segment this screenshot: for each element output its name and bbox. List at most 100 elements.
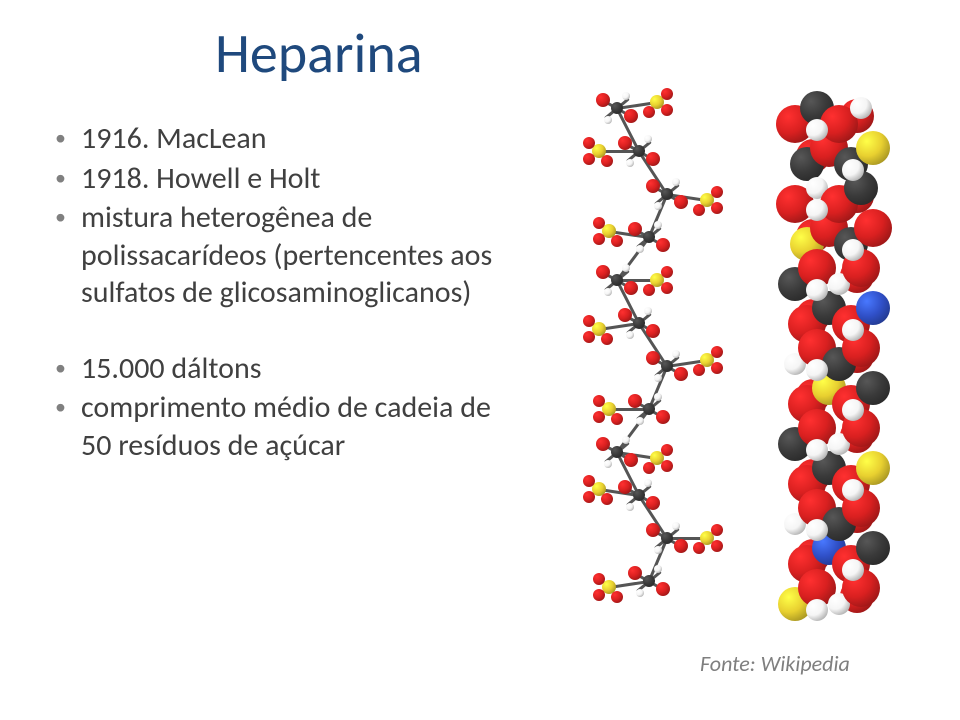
atom-sphere bbox=[583, 331, 595, 343]
atom-sphere bbox=[654, 202, 662, 210]
atom-sphere bbox=[693, 204, 705, 216]
atom-sphere bbox=[643, 575, 655, 587]
atom-sphere bbox=[674, 539, 688, 553]
atom-sphere bbox=[622, 436, 630, 444]
bullet-text: 1918. Howell e Holt bbox=[81, 160, 525, 198]
atom-sphere bbox=[646, 152, 660, 166]
atom-sphere bbox=[626, 159, 634, 167]
atom-sphere bbox=[661, 104, 673, 116]
atom-sphere bbox=[583, 475, 595, 487]
atom-sphere bbox=[596, 93, 610, 107]
atom-sphere bbox=[604, 288, 612, 296]
atom-sphere bbox=[593, 573, 605, 585]
atom-sphere bbox=[654, 221, 662, 229]
atom-sphere bbox=[636, 245, 644, 253]
atom-sphere bbox=[643, 106, 655, 118]
slide: Heparina •1916. MacLean•1918. Howell e H… bbox=[0, 0, 960, 720]
atom-sphere bbox=[711, 202, 723, 214]
atom-sphere bbox=[611, 274, 623, 286]
bullet-list: •1916. MacLean•1918. Howell e Holt•mistu… bbox=[55, 120, 525, 466]
bullet-text: 15.000 dáltons bbox=[81, 350, 525, 388]
atom-sphere bbox=[583, 491, 595, 503]
atom-sphere bbox=[654, 374, 662, 382]
atom-sphere bbox=[656, 410, 670, 424]
atom-sphere bbox=[643, 462, 655, 474]
atom-sphere bbox=[711, 186, 723, 198]
atom-sphere bbox=[711, 524, 723, 536]
atom-sphere bbox=[611, 591, 623, 603]
atom-sphere bbox=[633, 317, 645, 329]
atom-sphere bbox=[661, 360, 673, 372]
atom-sphere bbox=[806, 119, 828, 141]
atom-sphere bbox=[611, 413, 623, 425]
atom-sphere bbox=[644, 307, 652, 315]
atom-sphere bbox=[672, 350, 680, 358]
atom-sphere bbox=[661, 88, 673, 100]
atom-sphere bbox=[622, 264, 630, 272]
atom-sphere bbox=[643, 403, 655, 415]
atom-sphere bbox=[643, 231, 655, 243]
atom-sphere bbox=[593, 233, 605, 245]
atom-sphere bbox=[661, 282, 673, 294]
atom-sphere bbox=[624, 281, 638, 295]
atom-sphere bbox=[583, 153, 595, 165]
atom-sphere bbox=[593, 395, 605, 407]
atom-sphere bbox=[842, 559, 864, 581]
atom-sphere bbox=[628, 566, 642, 580]
atom-sphere bbox=[856, 291, 890, 325]
atom-sphere bbox=[672, 522, 680, 530]
atom-sphere bbox=[806, 359, 828, 381]
bullet-item: •1918. Howell e Holt bbox=[55, 160, 525, 198]
atom-sphere bbox=[604, 460, 612, 468]
atom-sphere bbox=[842, 159, 864, 181]
atom-sphere bbox=[596, 265, 610, 279]
atom-sphere bbox=[644, 479, 652, 487]
bullet-item: •mistura heterogênea de polissacarídeos … bbox=[55, 199, 525, 312]
atom-sphere bbox=[806, 279, 828, 301]
bullet-text: mistura heterogênea de polissacarídeos (… bbox=[81, 199, 525, 312]
atom-sphere bbox=[711, 540, 723, 552]
atom-sphere bbox=[601, 155, 613, 167]
atom-sphere bbox=[644, 135, 652, 143]
atom-sphere bbox=[672, 178, 680, 186]
atom-sphere bbox=[646, 324, 660, 338]
bullet-text: comprimento médio de cadeia de 50 resídu… bbox=[81, 389, 525, 464]
atom-sphere bbox=[806, 199, 828, 221]
atom-sphere bbox=[596, 437, 610, 451]
atom-sphere bbox=[711, 346, 723, 358]
atom-sphere bbox=[856, 531, 890, 565]
page-title: Heparina bbox=[215, 20, 423, 88]
atom-sphere bbox=[654, 393, 662, 401]
atom-sphere bbox=[618, 308, 632, 322]
atom-sphere bbox=[593, 589, 605, 601]
atom-sphere bbox=[674, 367, 688, 381]
bullet-dot-icon: • bbox=[55, 199, 81, 235]
atom-sphere bbox=[806, 439, 828, 461]
atom-sphere bbox=[643, 284, 655, 296]
atom-sphere bbox=[636, 417, 644, 425]
atom-sphere bbox=[850, 97, 872, 119]
atom-sphere bbox=[654, 565, 662, 573]
atom-sphere bbox=[656, 238, 670, 252]
bullet-item: •comprimento médio de cadeia de 50 resíd… bbox=[55, 389, 525, 464]
atom-sphere bbox=[611, 446, 623, 458]
atom-sphere bbox=[626, 503, 634, 511]
atom-sphere bbox=[611, 235, 623, 247]
atom-sphere bbox=[842, 399, 864, 421]
atom-sphere bbox=[693, 542, 705, 554]
atom-sphere bbox=[856, 371, 890, 405]
atom-sphere bbox=[624, 109, 638, 123]
atom-sphere bbox=[661, 532, 673, 544]
bullet-dot-icon: • bbox=[55, 160, 81, 196]
atom-sphere bbox=[674, 195, 688, 209]
atom-sphere bbox=[806, 599, 828, 621]
atom-sphere bbox=[636, 589, 644, 597]
atom-sphere bbox=[593, 411, 605, 423]
atom-sphere bbox=[693, 364, 705, 376]
atom-sphere bbox=[661, 188, 673, 200]
atom-sphere bbox=[646, 351, 660, 365]
atom-sphere bbox=[593, 217, 605, 229]
atom-sphere bbox=[604, 116, 612, 124]
atom-sphere bbox=[611, 102, 623, 114]
atom-sphere bbox=[601, 493, 613, 505]
